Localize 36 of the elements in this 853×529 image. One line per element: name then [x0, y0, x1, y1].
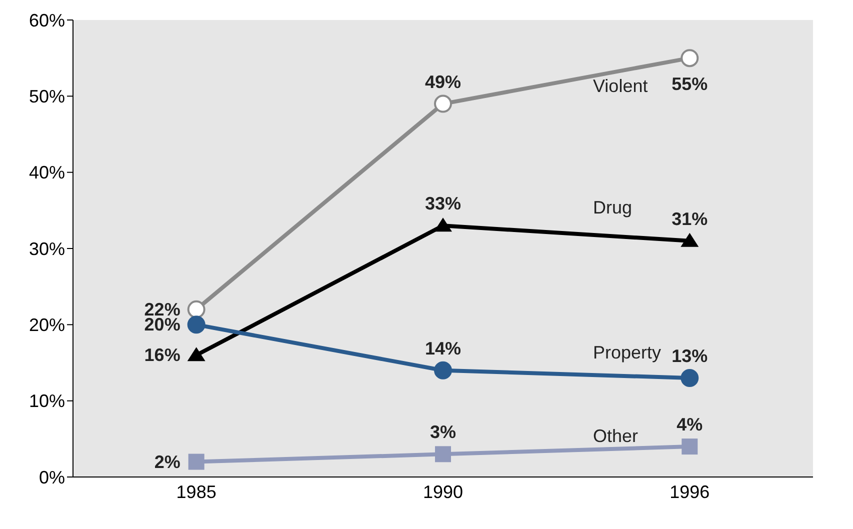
point	[187, 316, 206, 334]
data-label: 55%	[672, 74, 708, 94]
x-tick-label: 1985	[176, 482, 216, 502]
point	[187, 300, 206, 318]
data-label: 14%	[424, 338, 462, 358]
x-tick-label: 1996	[670, 482, 710, 502]
point	[435, 446, 451, 462]
y-tick-label: 60%	[28, 10, 65, 30]
data-label: 4%	[676, 414, 703, 435]
point	[188, 454, 204, 470]
y-tick-label: 10%	[28, 391, 65, 412]
series-label: Other	[593, 426, 638, 446]
point	[434, 218, 452, 232]
series-label: Violent	[593, 76, 648, 96]
data-label: 16%	[144, 345, 180, 366]
data-label: 33%	[424, 194, 462, 214]
point	[680, 368, 699, 387]
point	[434, 94, 452, 113]
point	[187, 347, 206, 362]
y-tick-label: 20%	[28, 315, 65, 336]
y-tick-label: 50%	[28, 86, 65, 107]
x-tick-label: 1990	[422, 482, 464, 502]
data-label: 31%	[672, 208, 708, 229]
data-label: 3%	[430, 422, 456, 442]
data-label: 49%	[424, 72, 462, 92]
series-label: Drug	[593, 198, 632, 218]
y-tick-label: 40%	[28, 162, 65, 183]
y-tick-label: 30%	[28, 238, 65, 259]
point	[680, 49, 699, 68]
point	[680, 232, 699, 247]
point	[434, 361, 452, 380]
series-label: Property	[593, 342, 662, 362]
y-tick-label: 0%	[38, 467, 65, 488]
data-label: 2%	[154, 452, 180, 472]
data-label: 13%	[672, 346, 708, 366]
point	[682, 438, 698, 455]
